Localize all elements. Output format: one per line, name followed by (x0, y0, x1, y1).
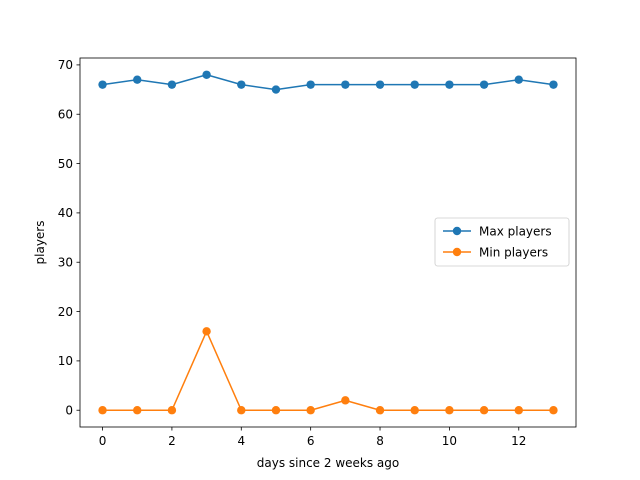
data-point-max-players (341, 80, 350, 89)
legend-box (434, 217, 570, 267)
axes-frame (79, 57, 577, 428)
y-tick-label: 10 (58, 354, 73, 368)
x-tick-label: 12 (511, 434, 526, 448)
data-point-min-players (375, 406, 385, 415)
legend: Max players Min players (434, 217, 570, 267)
data-point-max-players (549, 80, 558, 89)
data-point-min-players (445, 406, 454, 415)
data-point-min-players (133, 406, 142, 415)
data-point-max-players (514, 75, 523, 84)
legend-marker-max-players (452, 226, 462, 236)
x-tick-label: 10 (442, 434, 457, 448)
data-point-min-players (98, 406, 107, 415)
legend-marker-min-players (452, 247, 462, 257)
data-point-max-players (479, 80, 489, 89)
data-point-min-players (167, 406, 177, 415)
x-axis-label: days since 2 weeks ago (257, 456, 399, 470)
x-tick-label: 6 (307, 434, 315, 448)
data-point-max-players (133, 75, 142, 84)
y-tick-label: 40 (58, 206, 73, 220)
data-point-max-players (167, 80, 177, 89)
y-tick-label: 30 (58, 256, 73, 270)
data-point-max-players (306, 80, 315, 89)
data-point-min-players (549, 406, 558, 415)
y-tick-label: 50 (58, 157, 73, 171)
y-tick-label: 60 (58, 108, 73, 122)
y-tick-label: 70 (58, 58, 73, 72)
y-axis-label: players (33, 221, 47, 265)
data-point-min-players (410, 406, 419, 415)
x-tick-label: 0 (99, 434, 107, 448)
data-point-min-players (271, 406, 281, 415)
data-point-max-players (445, 80, 454, 89)
legend-label-max-players: Max players (479, 224, 552, 238)
series-line-max-players (101, 74, 555, 91)
data-point-min-players (341, 396, 350, 405)
y-tick-label: 20 (58, 305, 73, 319)
data-point-max-players (237, 80, 246, 89)
plot-area (98, 70, 558, 415)
data-point-min-players (306, 406, 315, 415)
data-point-max-players (375, 80, 385, 89)
data-point-min-players (202, 327, 211, 336)
data-point-min-players (514, 406, 523, 415)
data-point-min-players (479, 406, 489, 415)
data-point-max-players (410, 80, 419, 89)
x-tick-label: 4 (237, 434, 245, 448)
data-point-min-players (237, 406, 246, 415)
axes: 0 2 4 6 8 10 12 0 10 20 30 40 50 60 70 (58, 57, 577, 448)
series-line-min-players (101, 330, 555, 411)
data-point-max-players (271, 85, 281, 94)
data-point-max-players (202, 70, 211, 79)
data-point-max-players (98, 80, 107, 89)
x-tick-label: 8 (376, 434, 384, 448)
legend-label-min-players: Min players (479, 245, 548, 259)
y-tick-label: 0 (65, 404, 73, 418)
x-tick-label: 2 (168, 434, 176, 448)
